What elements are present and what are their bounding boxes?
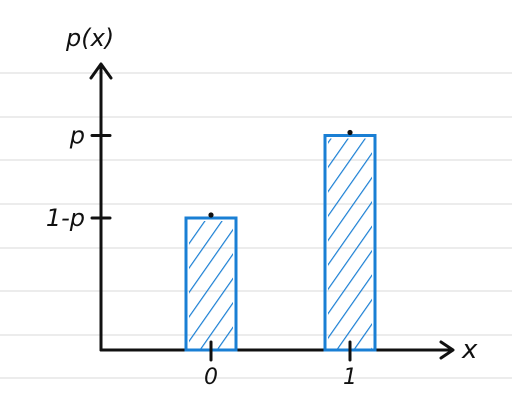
y-axis-arrowhead [89, 62, 113, 80]
axes [89, 62, 455, 360]
y-ticks: 1-p p [46, 122, 112, 232]
y-tick-label: p [69, 122, 85, 150]
bar-hatch [189, 221, 233, 350]
x-axis-arrowhead [439, 340, 455, 360]
y-tick-label: 1-p [46, 204, 85, 232]
bar-hatch [328, 138, 372, 350]
bar-top-dot [347, 129, 353, 136]
ruled-lines [0, 72, 512, 379]
x-tick-label: 0 [204, 365, 218, 390]
x-tick-label: 1 [343, 365, 357, 390]
bar-top-dot [208, 212, 214, 218]
x-axis-title: x [461, 335, 478, 365]
y-axis-title: p(x) [65, 24, 114, 52]
bars [184, 129, 377, 352]
